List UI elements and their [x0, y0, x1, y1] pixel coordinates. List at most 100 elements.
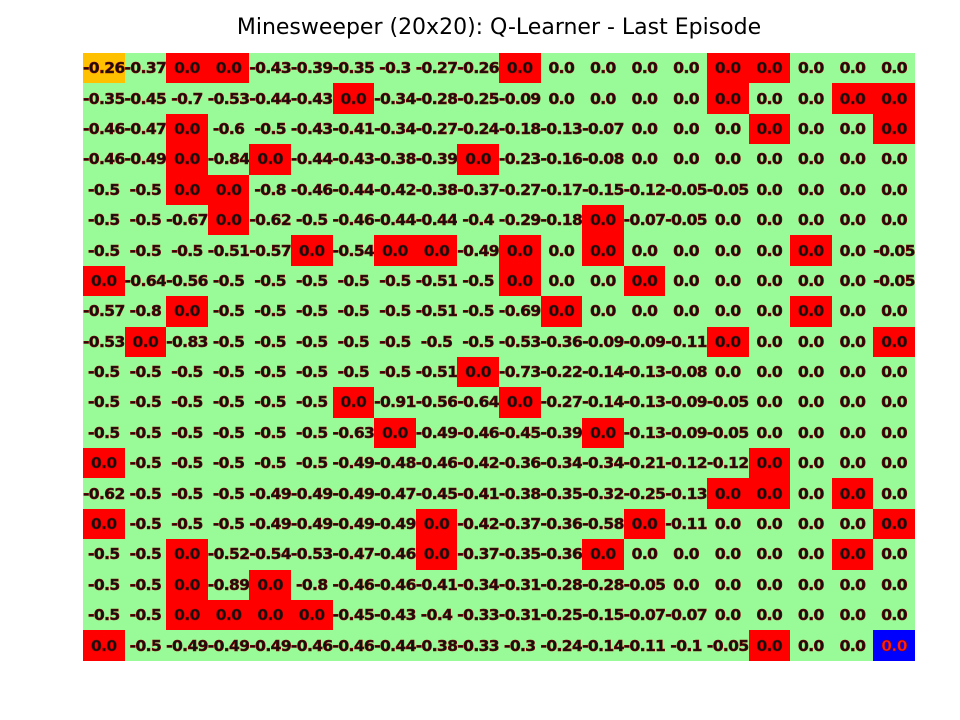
mine-cell[interactable]: 0.0: [582, 539, 624, 570]
board-cell[interactable]: -0.5: [207, 265, 250, 297]
board-cell[interactable]: -0.5: [207, 326, 250, 357]
board-cell[interactable]: -0.24: [540, 630, 583, 661]
mine-cell[interactable]: 0.0: [498, 53, 541, 84]
mine-cell[interactable]: 0.0: [166, 296, 208, 327]
board-cell[interactable]: -0.28: [582, 569, 625, 601]
board-cell[interactable]: -0.05: [665, 204, 708, 236]
board-cell[interactable]: -0.13: [623, 387, 666, 418]
board-cell[interactable]: -0.15: [582, 174, 625, 205]
board-cell[interactable]: -0.49: [166, 630, 209, 661]
board-cell[interactable]: -0.64: [457, 387, 500, 418]
board-cell[interactable]: -0.5: [332, 326, 375, 357]
mine-cell[interactable]: 0.0: [207, 600, 250, 631]
board-cell[interactable]: -0.5: [166, 387, 208, 418]
board-cell[interactable]: -0.11: [665, 508, 708, 540]
board-cell[interactable]: -0.38: [415, 630, 458, 661]
mine-cell[interactable]: 0.0: [207, 204, 250, 236]
board-cell[interactable]: -0.24: [457, 113, 500, 145]
board-cell[interactable]: -0.5: [124, 630, 167, 661]
board-cell[interactable]: 0.0: [582, 265, 624, 297]
board-cell[interactable]: -0.18: [499, 113, 541, 145]
board-cell[interactable]: -0.07: [665, 600, 708, 631]
board-cell[interactable]: 0.0: [582, 53, 624, 84]
board-cell[interactable]: -0.05: [707, 174, 749, 205]
board-cell[interactable]: -0.73: [499, 356, 541, 388]
board-cell[interactable]: -0.5: [166, 508, 208, 540]
board-cell[interactable]: -0.5: [290, 448, 333, 479]
board-cell[interactable]: -0.89: [207, 569, 250, 601]
board-cell[interactable]: -0.49: [207, 630, 250, 661]
board-cell[interactable]: -0.34: [540, 448, 583, 479]
board-cell[interactable]: 0.0: [748, 235, 791, 266]
board-cell[interactable]: -0.46: [83, 144, 126, 175]
board-cell[interactable]: -0.13: [623, 417, 666, 449]
board-cell[interactable]: -0.53: [207, 83, 250, 114]
board-cell[interactable]: 0.0: [831, 569, 874, 601]
board-cell[interactable]: -0.5: [332, 265, 375, 297]
board-cell[interactable]: -0.09: [582, 326, 625, 357]
board-cell[interactable]: 0.0: [873, 417, 915, 449]
mine-cell[interactable]: 0.0: [706, 53, 749, 84]
board-cell[interactable]: 0.0: [748, 539, 791, 570]
mine-cell[interactable]: 0.0: [873, 113, 915, 145]
board-cell[interactable]: -0.44: [291, 144, 334, 175]
board-cell[interactable]: -0.51: [207, 235, 250, 266]
board-cell[interactable]: 0.0: [665, 296, 707, 327]
board-cell[interactable]: -0.44: [249, 83, 292, 114]
mine-cell[interactable]: 0.0: [498, 387, 541, 418]
board-cell[interactable]: 0.0: [873, 569, 915, 601]
board-cell[interactable]: -0.5: [207, 448, 250, 479]
board-cell[interactable]: 0.0: [790, 417, 832, 449]
board-cell[interactable]: -0.11: [665, 326, 708, 357]
board-cell[interactable]: -0.45: [415, 478, 458, 509]
mine-cell[interactable]: 0.0: [748, 630, 791, 661]
board-cell[interactable]: -0.25: [623, 478, 666, 509]
board-cell[interactable]: -0.5: [249, 326, 291, 357]
board-cell[interactable]: -0.5: [124, 448, 167, 479]
mine-cell[interactable]: 0.0: [748, 53, 791, 84]
board-cell[interactable]: -0.05: [707, 387, 749, 418]
board-cell[interactable]: -0.84: [207, 144, 250, 175]
board-cell[interactable]: -0.5: [290, 326, 333, 357]
board-cell[interactable]: -0.46: [415, 448, 458, 479]
board-cell[interactable]: -0.33: [457, 630, 500, 661]
mine-cell[interactable]: 0.0: [332, 387, 375, 418]
board-cell[interactable]: -0.43: [291, 83, 334, 114]
board-cell[interactable]: -0.5: [207, 508, 250, 540]
board-cell[interactable]: -0.3: [498, 630, 541, 661]
board-cell[interactable]: -0.23: [499, 144, 541, 175]
board-cell[interactable]: -0.5: [124, 600, 167, 631]
board-cell[interactable]: -0.09: [623, 326, 666, 357]
board-cell[interactable]: 0.0: [873, 600, 915, 631]
board-cell[interactable]: -0.41: [332, 113, 375, 145]
board-cell[interactable]: -0.38: [415, 174, 458, 205]
board-cell[interactable]: -0.31: [499, 600, 541, 631]
board-cell[interactable]: -0.6: [207, 113, 250, 145]
board-cell[interactable]: -0.5: [166, 417, 208, 449]
mine-cell[interactable]: 0.0: [249, 600, 291, 631]
mine-cell[interactable]: 0.0: [706, 326, 749, 357]
board-cell[interactable]: -0.42: [457, 508, 500, 540]
board-cell[interactable]: -0.63: [332, 417, 375, 449]
board-cell[interactable]: 0.0: [623, 83, 666, 114]
board-cell[interactable]: -0.34: [582, 448, 625, 479]
board-cell[interactable]: 0.0: [790, 630, 832, 661]
board-cell[interactable]: -0.35: [540, 478, 583, 509]
board-cell[interactable]: -0.37: [457, 539, 500, 570]
mine-cell[interactable]: 0.0: [873, 508, 915, 540]
board-cell[interactable]: -0.13: [540, 113, 583, 145]
board-cell[interactable]: 0.0: [873, 204, 915, 236]
board-cell[interactable]: 0.0: [540, 83, 583, 114]
board-cell[interactable]: -0.5: [249, 387, 291, 418]
board-cell[interactable]: -0.3: [374, 53, 416, 84]
board-cell[interactable]: 0.0: [748, 265, 791, 297]
mine-cell[interactable]: 0.0: [166, 144, 208, 175]
board-cell[interactable]: -0.53: [499, 326, 541, 357]
board-cell[interactable]: -0.5: [83, 569, 125, 601]
board-cell[interactable]: -0.5: [207, 478, 250, 509]
board-cell[interactable]: -0.39: [415, 144, 458, 175]
board-cell[interactable]: 0.0: [790, 144, 832, 175]
board-cell[interactable]: -0.46: [83, 113, 126, 145]
board-cell[interactable]: 0.0: [706, 265, 749, 297]
board-cell[interactable]: 0.0: [582, 296, 624, 327]
